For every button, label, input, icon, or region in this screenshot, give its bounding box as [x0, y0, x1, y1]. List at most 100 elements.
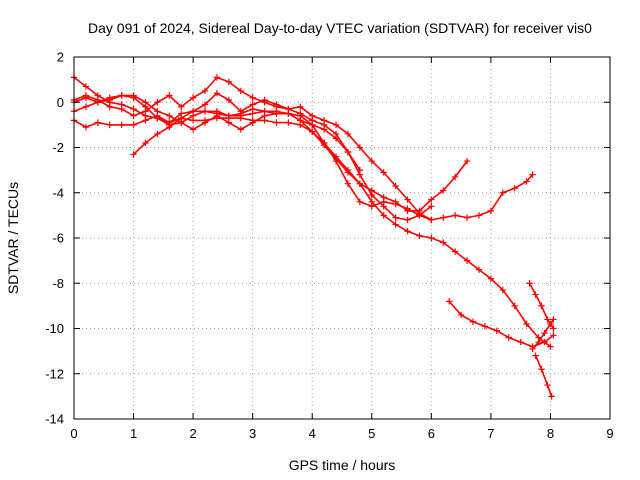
data-point-marker [285, 110, 292, 117]
data-point-marker [237, 87, 244, 95]
data-point-marker [523, 178, 530, 185]
data-point-marker [428, 203, 435, 210]
data-point-marker [356, 198, 364, 205]
data-point-marker [493, 327, 501, 334]
data-point-marker [142, 99, 149, 106]
data-point-marker [106, 121, 113, 129]
series-line [448, 300, 555, 348]
data-point-marker [463, 214, 471, 221]
data-point-marker [356, 166, 364, 174]
data-point-marker [541, 329, 548, 337]
data-point-marker [532, 352, 539, 359]
data-point-marker [380, 169, 387, 176]
data-point-marker [82, 123, 90, 131]
data-point-marker [273, 110, 280, 117]
data-point-marker [297, 110, 304, 117]
data-point-marker [392, 200, 399, 208]
axis-layer: 0 1 2 3 4 5 6 7 8 9 2 0 -2 -4 -6 -8 -10 -12 -14 [45, 50, 613, 442]
series-track-1 [70, 112, 554, 350]
data-point-marker [320, 126, 328, 133]
y-tick-label: -4 [52, 185, 64, 200]
data-point-marker [201, 119, 209, 126]
x-tick-label: 9 [606, 426, 613, 441]
data-point-marker [285, 119, 292, 126]
data-point-marker [154, 99, 161, 106]
data-point-marker [94, 99, 102, 106]
data-point-marker [130, 121, 137, 129]
data-point-marker [82, 103, 90, 110]
data-point-marker [237, 108, 244, 115]
x-tick-label: 7 [487, 426, 494, 441]
series-line [73, 115, 552, 348]
data-point-marker [320, 117, 328, 124]
x-tick-label: 5 [368, 426, 375, 441]
data-point-marker [309, 121, 316, 129]
data-point-marker [511, 185, 518, 192]
data-point-marker [392, 214, 399, 221]
data-point-marker [142, 108, 149, 115]
data-point-marker [469, 318, 477, 325]
data-point-marker [225, 119, 233, 126]
y-tick-label: -8 [52, 276, 64, 291]
series-track-8 [526, 280, 557, 332]
y-tick-label: -12 [45, 366, 64, 381]
data-point-marker [201, 87, 209, 95]
data-point-marker [201, 108, 209, 115]
data-point-marker [297, 117, 304, 124]
data-point-marker [237, 126, 244, 133]
data-point-marker [428, 196, 435, 203]
data-point-marker [550, 332, 557, 339]
data-point-marker [511, 302, 518, 310]
data-point-marker [309, 128, 316, 135]
data-point-marker [392, 221, 399, 228]
data-point-marker [213, 74, 221, 81]
data-point-marker [309, 112, 316, 120]
data-point-marker [106, 103, 113, 110]
data-point-marker [178, 103, 185, 110]
data-point-marker [130, 92, 137, 99]
data-point-marker [532, 291, 539, 298]
data-point-marker [544, 316, 551, 323]
data-point-marker [154, 130, 161, 138]
y-tick-label: 2 [57, 50, 64, 65]
data-point-marker [320, 139, 328, 147]
data-point-marker [332, 121, 340, 129]
data-point-marker [404, 196, 411, 203]
x-tick-label: 6 [428, 426, 435, 441]
data-point-marker [189, 126, 197, 133]
data-point-marker [517, 338, 524, 346]
data-point-marker [225, 96, 233, 104]
data-point-marker [505, 334, 512, 341]
data-point-marker [368, 157, 375, 165]
data-point-marker [213, 90, 221, 97]
data-point-marker [446, 298, 453, 305]
data-point-marker [130, 105, 137, 113]
data-point-marker [404, 228, 411, 235]
data-point-marker [356, 180, 364, 187]
series-track-10 [532, 352, 555, 400]
data-point-marker [526, 280, 533, 287]
series-line [73, 94, 534, 221]
data-point-marker [273, 119, 280, 126]
data-point-marker [249, 119, 256, 126]
data-point-marker [529, 345, 536, 353]
data-point-marker [457, 311, 465, 319]
data-point-marker [213, 112, 221, 120]
data-point-marker [541, 338, 548, 346]
data-point-marker [118, 92, 125, 99]
data-point-marker [344, 130, 352, 138]
data-point-marker [154, 108, 161, 115]
data-point-marker [529, 171, 536, 178]
data-point-marker [261, 96, 268, 104]
plot-frame [73, 56, 611, 420]
data-point-marker [166, 123, 173, 131]
data-point-marker [550, 316, 557, 323]
x-tick-label: 4 [309, 426, 316, 441]
data-point-marker [368, 203, 375, 210]
data-point-marker [538, 302, 545, 310]
data-point-marker [249, 101, 256, 108]
y-axis-title: SDTVAR / TECUs [5, 182, 21, 294]
data-point-marker [481, 323, 489, 330]
data-point-marker [440, 214, 447, 221]
